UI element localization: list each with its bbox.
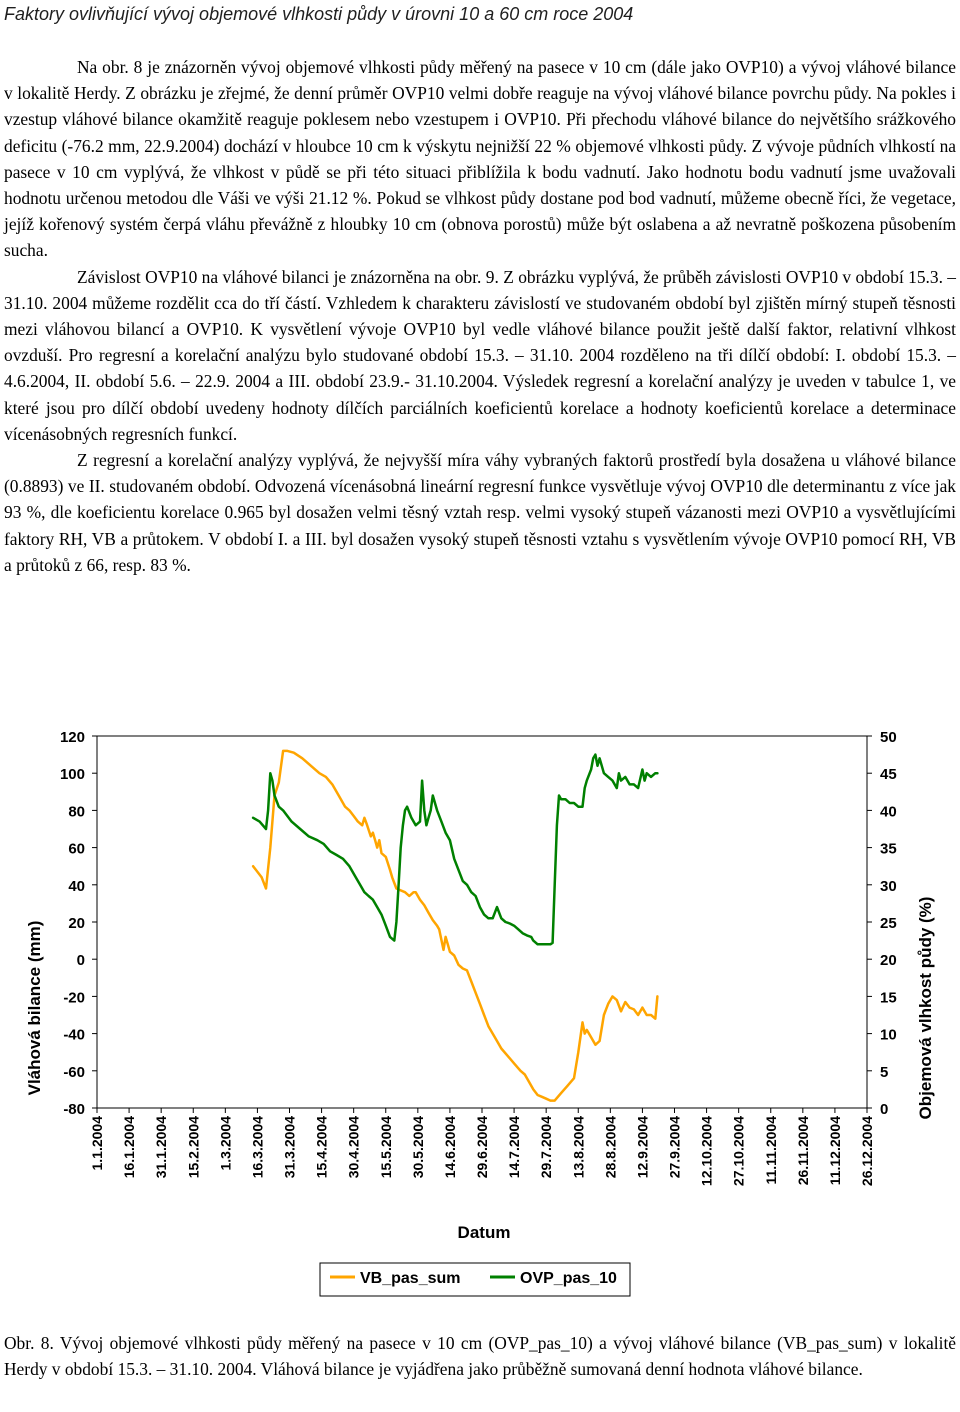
x-tick-label: 11.11.2004 bbox=[763, 1116, 779, 1185]
legend-label-ovp: OVP_pas_10 bbox=[520, 1270, 617, 1287]
x-tick-label: 11.12.2004 bbox=[827, 1116, 843, 1186]
figure-chart: 120 100 80 60 40 20 0 -20 -40 -60 -80 50 45 40 35 30 25… bbox=[0, 718, 960, 1300]
figure-caption: Obr. 8. Vývoj objemové vlhkosti půdy měř… bbox=[4, 1330, 956, 1382]
x-tick-label: 13.8.2004 bbox=[570, 1116, 586, 1178]
x-tick-label: 16.1.2004 bbox=[121, 1116, 137, 1178]
x-tick-label: 27.10.2004 bbox=[731, 1116, 747, 1186]
paragraph-1: Na obr. 8 je znázorněn vývoj objemové vl… bbox=[4, 57, 956, 261]
y2-tick-label: 45 bbox=[880, 766, 897, 783]
y2-tick-label: 35 bbox=[880, 841, 897, 858]
y-tick-label: 120 bbox=[60, 729, 85, 746]
paragraph-3: Z regresní a korelační analýzy vyplývá, … bbox=[4, 450, 956, 575]
y2-tick-label: 0 bbox=[880, 1101, 888, 1118]
y2-tick-label: 40 bbox=[880, 803, 897, 820]
x-tick-label: 1.1.2004 bbox=[89, 1116, 105, 1171]
y2-axis-label: Objemová vlhkost půdy (%) bbox=[916, 897, 935, 1120]
y2-tick-label: 15 bbox=[880, 989, 897, 1006]
legend-label-vb: VB_pas_sum bbox=[360, 1270, 461, 1287]
x-axis-label: Datum bbox=[458, 1223, 511, 1242]
y2-tick-label: 5 bbox=[880, 1064, 888, 1081]
y-tick-label: 40 bbox=[68, 878, 85, 895]
y-tick-label: 0 bbox=[77, 952, 85, 969]
x-tick-label: 14.7.2004 bbox=[506, 1116, 522, 1178]
y-tick-label: -80 bbox=[63, 1101, 85, 1118]
y-tick-label: 80 bbox=[68, 803, 85, 820]
y2-tick-label: 10 bbox=[880, 1027, 897, 1044]
x-tick-label: 15.5.2004 bbox=[378, 1116, 394, 1178]
x-tick-label: 26.11.2004 bbox=[795, 1116, 811, 1186]
y2-tick-label: 50 bbox=[880, 729, 897, 746]
y-tick-label: 60 bbox=[68, 841, 85, 858]
plot-area bbox=[96, 735, 868, 1109]
x-tick-label: 1.3.2004 bbox=[217, 1116, 233, 1171]
x-tick-label: 12.9.2004 bbox=[634, 1116, 650, 1178]
y-axis-label: Vláhová bilance (mm) bbox=[25, 921, 44, 1096]
x-tick-label: 16.3.2004 bbox=[249, 1116, 265, 1178]
y-tick-label: 20 bbox=[68, 915, 85, 932]
x-tick-label: 12.10.2004 bbox=[699, 1116, 715, 1186]
y2-tick-label: 25 bbox=[880, 915, 897, 932]
caption-text: Obr. 8. Vývoj objemové vlhkosti půdy měř… bbox=[4, 1333, 956, 1380]
y-tick-label: -20 bbox=[63, 989, 85, 1006]
x-tick-label: 29.6.2004 bbox=[474, 1116, 490, 1178]
x-tick-label: 30.4.2004 bbox=[346, 1116, 362, 1178]
y-tick-label: -60 bbox=[63, 1064, 85, 1081]
x-tick-label: 31.1.2004 bbox=[153, 1116, 169, 1178]
x-tick-label: 31.3.2004 bbox=[282, 1116, 298, 1178]
y2-tick-label: 30 bbox=[880, 878, 897, 895]
x-tick-label: 15.4.2004 bbox=[314, 1116, 330, 1178]
series-line-vb-pas-sum bbox=[251, 749, 659, 1102]
chart-legend: VB_pas_sum OVP_pas_10 bbox=[319, 1262, 631, 1297]
x-tick-label: 30.5.2004 bbox=[410, 1116, 426, 1178]
x-tick-label: 29.7.2004 bbox=[538, 1116, 554, 1178]
body-text: Na obr. 8 je znázorněn vývoj objemové vl… bbox=[4, 54, 956, 578]
section-heading: Faktory ovlivňující vývoj objemové vlhko… bbox=[4, 4, 634, 24]
y-tick-label: -40 bbox=[63, 1027, 85, 1044]
x-tick-label: 14.6.2004 bbox=[442, 1116, 458, 1178]
paragraph-2: Závislost OVP10 na vláhové bilanci je zn… bbox=[4, 266, 956, 444]
x-tick-label: 15.2.2004 bbox=[185, 1116, 201, 1178]
x-tick-label: 26.12.2004 bbox=[859, 1116, 875, 1186]
series-line-ovp-pas-10 bbox=[251, 753, 659, 946]
x-tick-label: 28.8.2004 bbox=[602, 1116, 618, 1178]
y2-tick-label: 20 bbox=[880, 952, 897, 969]
x-tick-label: 27.9.2004 bbox=[667, 1116, 683, 1178]
y-tick-label: 100 bbox=[60, 766, 85, 783]
